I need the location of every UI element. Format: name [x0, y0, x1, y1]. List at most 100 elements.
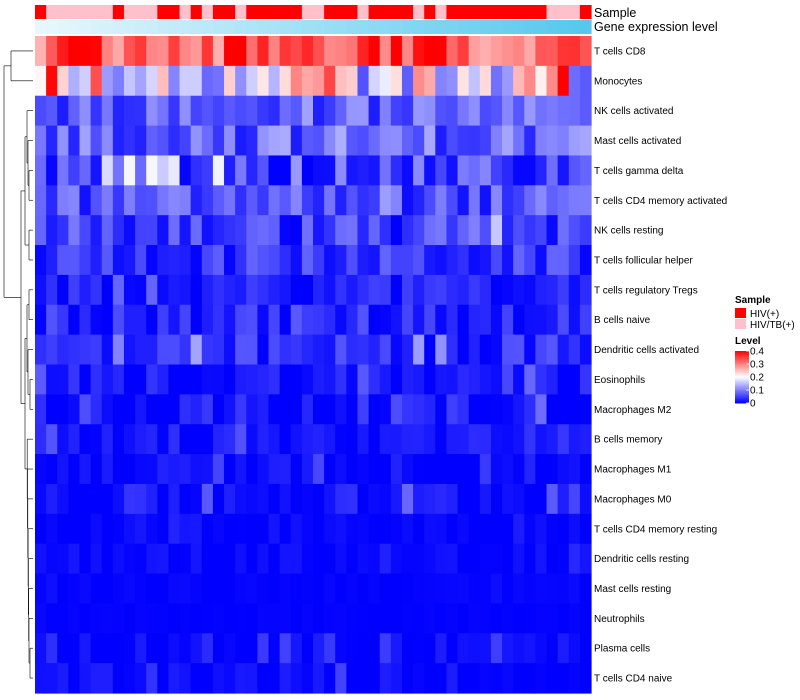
- heatmap-cell: [212, 334, 225, 366]
- heatmap-cell: [390, 125, 403, 157]
- heatmap-cell: [179, 125, 192, 157]
- expression-annotation-cell: [68, 20, 81, 34]
- heatmap-cell: [313, 245, 325, 276]
- heatmap-cell: [557, 95, 570, 127]
- heatmap-cell: [390, 95, 403, 127]
- heatmap-cell: [413, 603, 425, 634]
- colorbar-segment: [735, 397, 749, 400]
- heatmap-cell: [157, 304, 170, 336]
- heatmap-cell: [90, 483, 103, 515]
- heatmap-cell: [123, 245, 136, 276]
- heatmap-cell: [513, 424, 525, 455]
- heatmap-cell: [224, 483, 236, 515]
- heatmap-cell: [112, 65, 125, 97]
- heatmap-cell: [57, 155, 69, 186]
- heatmap-cell: [224, 633, 236, 664]
- sample-annotation-cell: [435, 5, 448, 19]
- heatmap-cell: [490, 543, 503, 575]
- sample-annotation-cell: [290, 5, 303, 19]
- heatmap-cell: [457, 603, 470, 634]
- heatmap-cell: [313, 65, 325, 97]
- heatmap-cell: [279, 483, 292, 515]
- heatmap-cell: [90, 185, 103, 216]
- heatmap-cell: [46, 424, 58, 455]
- heatmap-cell: [357, 483, 370, 515]
- expression-annotation-cell: [579, 20, 592, 34]
- heatmap-cell: [57, 95, 69, 127]
- heatmap-cell: [212, 215, 225, 246]
- expression-annotation-cell: [479, 20, 492, 34]
- heatmap-cell: [490, 394, 503, 425]
- heatmap-cell: [357, 125, 370, 157]
- heatmap-cell: [268, 633, 281, 664]
- heatmap-cell: [557, 125, 570, 157]
- heatmap-cell: [146, 215, 158, 246]
- heatmap-cell: [346, 334, 359, 366]
- heatmap-cell: [490, 573, 503, 605]
- heatmap-cell: [235, 603, 247, 634]
- heatmap-cell: [468, 65, 481, 97]
- sample-annotation-cell: [79, 5, 92, 19]
- heatmap-cell: [135, 334, 147, 366]
- heatmap-cell: [190, 65, 203, 97]
- heatmap-cell: [179, 155, 192, 186]
- heatmap-cell: [457, 663, 470, 694]
- heatmap-cell: [368, 125, 381, 157]
- sample-annotation-cell: [268, 5, 281, 19]
- heatmap-cell: [79, 95, 92, 127]
- heatmap-cell: [235, 483, 247, 515]
- heatmap-cell: [513, 215, 525, 246]
- heatmap-cell: [357, 573, 370, 605]
- sample-annotation-cell: [257, 5, 270, 19]
- heatmap-cell: [368, 155, 381, 186]
- colorbar-segment: [735, 373, 749, 375]
- heatmap-cell: [157, 513, 170, 545]
- heatmap-cell: [557, 573, 570, 605]
- heatmap-cell: [457, 424, 470, 455]
- heatmap-cell: [468, 573, 481, 605]
- heatmap-cell: [357, 633, 370, 664]
- heatmap-cell: [135, 274, 147, 306]
- sample-annotation-cell: [168, 5, 181, 19]
- heatmap-cell: [502, 633, 514, 664]
- sample-annotation-cell: [135, 5, 147, 19]
- heatmap-cell: [424, 304, 436, 336]
- heatmap-cell: [157, 483, 170, 515]
- heatmap-cell: [424, 185, 436, 216]
- heatmap-cell: [368, 215, 381, 246]
- heatmap-cell: [301, 364, 314, 395]
- heatmap-cell: [424, 483, 436, 515]
- heatmap-cell: [246, 364, 258, 395]
- heatmap-cell: [546, 245, 559, 276]
- sample-annotation-cell: [468, 5, 481, 19]
- heatmap-cell: [79, 573, 92, 605]
- heatmap-cell: [35, 543, 47, 575]
- heatmap-cell: [568, 36, 581, 67]
- heatmap-cell: [246, 633, 258, 664]
- heatmap-cell: [424, 364, 436, 395]
- sample-annotation-cell: [90, 5, 103, 19]
- heatmap-cell: [313, 334, 325, 366]
- heatmap-cell: [457, 36, 470, 67]
- heatmap-cell: [135, 573, 147, 605]
- heatmap-cell: [235, 513, 247, 545]
- heatmap-cell: [68, 603, 81, 634]
- expression-annotation-cell: [301, 20, 314, 34]
- heatmap-cell: [90, 36, 103, 67]
- colorbar-segment: [735, 360, 749, 362]
- heatmap-cell: [201, 483, 214, 515]
- heatmap-cell: [246, 573, 258, 605]
- heatmap-cell: [446, 274, 459, 306]
- heatmap-cell: [35, 155, 47, 186]
- heatmap-cell: [46, 304, 58, 336]
- heatmap-cell: [257, 155, 270, 186]
- heatmap-cell: [335, 245, 347, 276]
- heatmap-cell: [568, 334, 581, 366]
- heatmap-cell: [435, 215, 448, 246]
- sample-annotation-cell: [146, 5, 158, 19]
- sample-annotation-cell: [413, 5, 425, 19]
- heatmap-cell: [568, 394, 581, 425]
- heatmap-cell: [379, 304, 392, 336]
- heatmap-cell: [212, 364, 225, 395]
- heatmap-cell: [324, 364, 336, 395]
